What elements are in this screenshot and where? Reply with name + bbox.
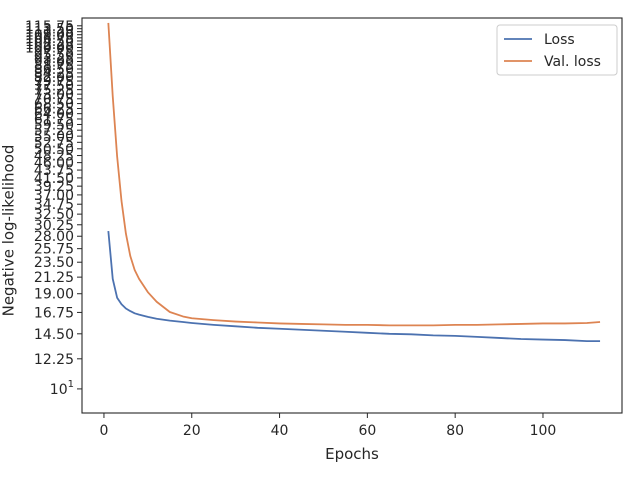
- y-tick-label: 66.25: [34, 102, 74, 118]
- y-tick-label: 115.75: [25, 19, 74, 35]
- y-tick-label: 70.75: [34, 92, 74, 108]
- y-tick-label: 32.50: [34, 207, 74, 223]
- y-tick-label: 28.00: [34, 229, 74, 245]
- y-tick-label: 79.75: [34, 74, 74, 90]
- legend-label: Val. loss: [544, 54, 601, 70]
- legend-box: [496, 24, 618, 76]
- y-tick-label: 91.00: [34, 54, 74, 70]
- x-tick-label: 20: [183, 423, 201, 439]
- y-tick-label: 30.25: [34, 218, 74, 234]
- y-tick-label: 113.50: [25, 22, 74, 38]
- y-tick-label: 25.75: [34, 242, 74, 258]
- y-tick-label: 64.00: [34, 107, 74, 123]
- y-tick-label: 84.25: [34, 66, 74, 82]
- x-axis-ticks: 0 20 40 60 80 100: [99, 413, 556, 439]
- y-tick-label: 52.75: [34, 135, 74, 151]
- y-tick-label: 86.50: [34, 62, 74, 78]
- x-tick-label: 80: [446, 423, 464, 439]
- y-tick-label: 39.25: [34, 179, 74, 195]
- y-axis-label: Negative log-likelihood: [0, 145, 18, 317]
- y-tick-label: 16.75: [34, 305, 74, 321]
- y-tick-label: 57.25: [34, 123, 74, 139]
- y-tick-label: 19.00: [34, 287, 74, 303]
- y-tick-label: 41.50: [34, 171, 74, 187]
- y-tick-label: 73.00: [34, 87, 74, 103]
- y-tick-label: 75.25: [34, 83, 74, 99]
- series-line-0: [107, 230, 601, 343]
- y-tick-label: 77.50: [34, 78, 74, 94]
- y-tick-label: 23.50: [34, 255, 74, 271]
- y-tick-label: 55.00: [34, 129, 74, 145]
- y-tick-label: 46.00: [34, 156, 74, 172]
- y-tick-label: 48.25: [34, 149, 74, 165]
- y-tick-label: 88.75: [34, 58, 74, 74]
- y-tick-label: 102.25: [25, 37, 74, 53]
- y-tick-label: 43.75: [34, 163, 74, 179]
- y-tick-label: 97.75: [34, 44, 74, 60]
- x-tick-label: 0: [99, 423, 108, 439]
- y-tick-label: 37.00: [34, 188, 74, 204]
- x-tick-label: 60: [358, 423, 376, 439]
- x-tick-label: 100: [530, 423, 557, 439]
- x-tick-label: 40: [271, 423, 289, 439]
- y-tick-label: 109.00: [25, 28, 74, 44]
- y-tick-label: 34.75: [34, 197, 74, 213]
- series-line-1: [107, 22, 601, 327]
- legend: Loss Val. loss: [496, 24, 618, 76]
- y-tick-label: 50.50: [34, 142, 74, 158]
- y-tick-label: 100.00: [25, 40, 74, 56]
- y-tick-label: 61.75: [34, 112, 74, 128]
- y-axis-ticks: 101 12.25 14.50 16.75 19.0021.2523.5025.7528…: [25, 19, 82, 398]
- y-tick-label: 14.50: [34, 327, 74, 343]
- plot-frame: [81, 17, 623, 414]
- y-tick-label: 106.75: [25, 31, 74, 47]
- y-tick-label: 95.50: [34, 47, 74, 63]
- series-lines: [107, 22, 601, 343]
- y-tick-label: 68.50: [34, 97, 74, 113]
- y-tick-label: 104.50: [25, 34, 74, 50]
- y-tick-label: 59.50: [34, 117, 74, 133]
- y-tick-label: 111.25: [25, 25, 74, 41]
- y-tick-label: 21.25: [34, 270, 74, 286]
- legend-label: Loss: [544, 32, 575, 48]
- y-tick-label: 101: [50, 379, 74, 398]
- y-tick-label: 93.25: [34, 51, 74, 67]
- y-tick-label: 12.25: [34, 352, 74, 368]
- x-axis-label: Epochs: [325, 445, 379, 463]
- y-tick-label: 82.00: [34, 70, 74, 86]
